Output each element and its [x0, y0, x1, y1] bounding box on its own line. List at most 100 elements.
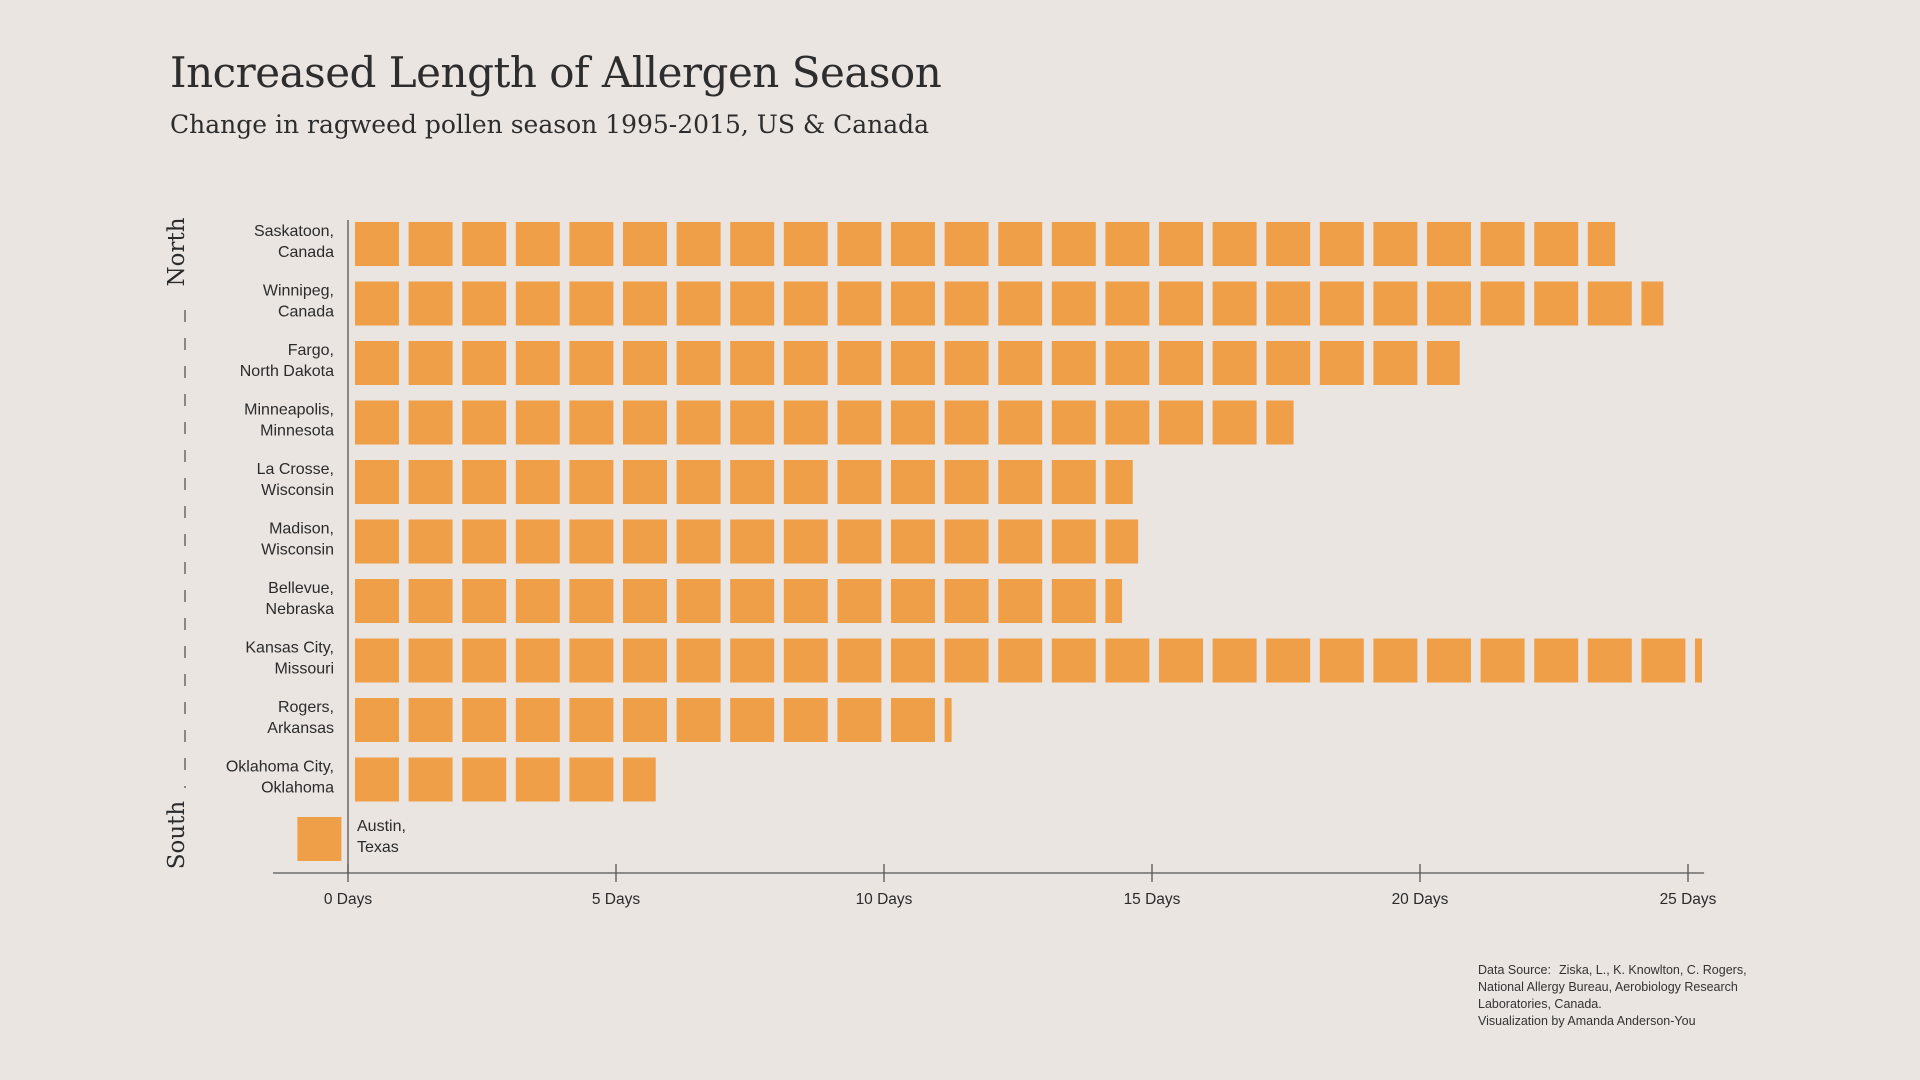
- data-source-text: Ziska, L., K. Knowlton, C. Rogers, Natio…: [1478, 963, 1747, 1011]
- bar-unit: [355, 757, 399, 802]
- bar-unit: [1319, 341, 1364, 385]
- bar-unit: [998, 460, 1043, 504]
- bar-unit: [623, 460, 667, 504]
- bar-unit: [1373, 222, 1418, 266]
- bar-unit: [1534, 638, 1579, 683]
- bar-unit: [1480, 281, 1525, 326]
- bar-unit: [1266, 341, 1311, 385]
- bar-unit: [837, 579, 882, 623]
- bar-unit: [998, 281, 1043, 326]
- bar-unit: [355, 519, 399, 564]
- bar-unit: [355, 460, 399, 504]
- bar-unit: [944, 460, 989, 504]
- bar-unit: [1212, 222, 1257, 266]
- bar-unit: [676, 460, 721, 504]
- bar-unit: [1319, 638, 1364, 683]
- bar-unit: [998, 519, 1043, 564]
- category-label: Wisconsin: [261, 542, 334, 559]
- bar-unit: [676, 698, 721, 742]
- category-label: La Crosse,: [257, 461, 334, 478]
- bar-unit: [408, 222, 453, 266]
- bar-unit: [1105, 638, 1150, 683]
- bar-unit: [1427, 281, 1471, 326]
- bar-unit: [783, 579, 828, 623]
- bar-unit: [569, 579, 614, 623]
- bar-unit: [730, 460, 775, 504]
- bar-unit: [1051, 460, 1096, 504]
- bar-unit: [1051, 222, 1096, 266]
- bar-unit: [1480, 638, 1525, 683]
- bar-unit: [408, 281, 453, 326]
- bar-unit: [837, 638, 882, 683]
- bar-unit: [462, 400, 507, 445]
- bar-unit: [783, 638, 828, 683]
- bar-unit: [730, 281, 775, 326]
- bar-unit: [408, 341, 453, 385]
- bar-unit: [1373, 341, 1418, 385]
- bar-unit: [355, 341, 399, 385]
- bar-unit: [730, 341, 775, 385]
- bar-unit: [569, 519, 614, 564]
- bar-unit: [462, 579, 507, 623]
- bar-unit: [569, 222, 614, 266]
- bar-unit: [515, 757, 560, 802]
- bar-unit: [515, 222, 560, 266]
- bar-unit: [462, 757, 507, 802]
- bar-unit: [944, 400, 989, 445]
- bar-unit: [569, 341, 614, 385]
- bar-unit: [1534, 222, 1579, 266]
- bar-unit: [676, 341, 721, 385]
- bar-unit: [1373, 281, 1418, 326]
- bar-unit: [944, 222, 989, 266]
- bar-unit-partial: [1587, 222, 1616, 266]
- bar-unit: [623, 519, 667, 564]
- bar-unit: [569, 757, 614, 802]
- bar-unit: [676, 579, 721, 623]
- x-tick-label: 25 Days: [1660, 891, 1717, 908]
- bar-unit: [1641, 638, 1686, 683]
- bar-unit: [408, 757, 453, 802]
- bar-unit: [623, 698, 667, 742]
- bar-unit: [676, 519, 721, 564]
- category-label: Bellevue,: [268, 580, 334, 597]
- bar-unit: [1051, 638, 1096, 683]
- bar-unit: [783, 698, 828, 742]
- category-label: Minneapolis,: [244, 402, 334, 419]
- bar-unit: [623, 281, 667, 326]
- bar-unit: [515, 698, 560, 742]
- data-source: Data Source: Ziska, L., K. Knowlton, C. R…: [1478, 962, 1778, 1030]
- chart-subtitle: Change in ragweed pollen season 1995-201…: [170, 110, 930, 139]
- bar-unit: [1212, 400, 1257, 445]
- bar-unit: [623, 638, 667, 683]
- category-label: Canada: [278, 244, 334, 261]
- bar-unit: [891, 400, 935, 445]
- bar-unit: [891, 579, 935, 623]
- bar-unit: [1159, 638, 1203, 683]
- category-label: Rogers,: [278, 699, 334, 716]
- category-label: Winnipeg,: [263, 283, 334, 300]
- bar-unit: [783, 519, 828, 564]
- bar-unit: [569, 281, 614, 326]
- bar-unit: [569, 400, 614, 445]
- bar-unit: [569, 460, 614, 504]
- bar-unit: [462, 638, 507, 683]
- category-label: Fargo,: [288, 342, 334, 359]
- bar-unit: [569, 638, 614, 683]
- bar-unit: [355, 638, 399, 683]
- bar-unit: [998, 579, 1043, 623]
- bar-unit: [1051, 519, 1096, 564]
- bar-unit: [837, 281, 882, 326]
- bar-unit: [1319, 281, 1364, 326]
- bar-unit: [1427, 638, 1471, 683]
- bar-unit: [837, 698, 882, 742]
- bar-unit: [515, 400, 560, 445]
- bar-unit: [730, 519, 775, 564]
- category-label: Canada: [278, 304, 334, 321]
- data-source-label: Data Source:: [1478, 963, 1551, 977]
- bar-unit: [1051, 281, 1096, 326]
- bar-unit: [408, 400, 453, 445]
- bar-unit: [676, 400, 721, 445]
- bar-unit: [462, 698, 507, 742]
- bar-unit: [944, 341, 989, 385]
- bar-unit: [462, 519, 507, 564]
